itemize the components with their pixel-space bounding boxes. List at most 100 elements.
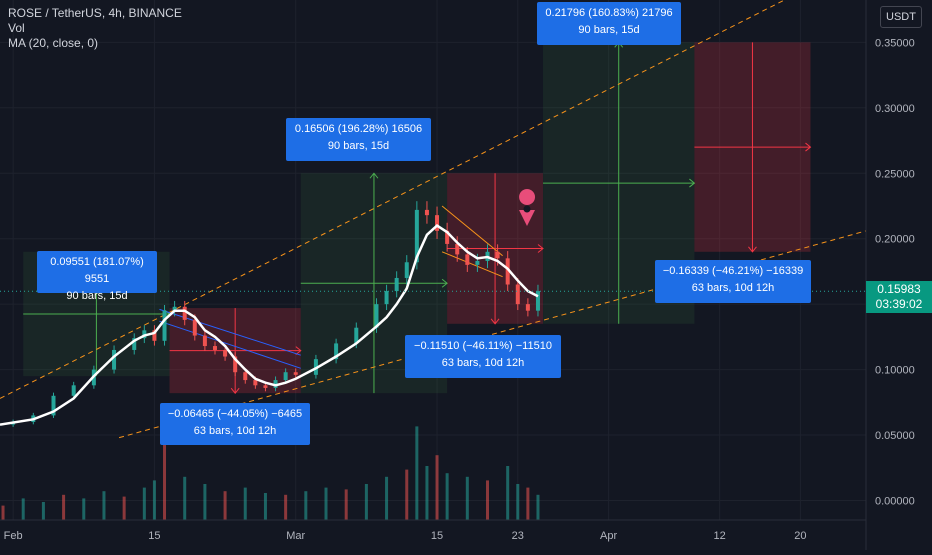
measure-label-5-bars: 90 bars, 15d [578,24,640,36]
y-tick-label-2: 0.25000 [875,168,915,180]
candle-body-6 [112,349,117,370]
y-tick-label-5: 0.10000 [875,365,915,377]
measure-label-1-bars: 90 bars, 15d [66,290,128,302]
pin-icon-tail [519,210,535,226]
candle-body-41 [515,284,520,305]
measure-label-3-value: 0.16506 (196.28%) 16506 [294,123,423,135]
chart-legend: ROSE / TetherUS, 4h, BINANCE Vol MA (20,… [8,6,182,51]
volume-bar-16 [304,491,308,520]
candle-body-13 [192,319,197,336]
volume-bar-23 [425,466,429,520]
volume-bar-6 [122,496,126,520]
volume-bar-15 [284,494,288,520]
candle-body-34 [445,230,450,244]
volume-bar-13 [243,487,247,520]
volume-bar-24 [435,455,439,520]
trendline-4 [441,205,503,257]
candle-body-26 [354,327,359,344]
candle-body-19 [253,380,258,386]
y-tick-label-0: 0.35000 [875,37,915,49]
volume-bar-17 [324,487,328,520]
candle-body-11 [172,306,177,311]
measure-label-5-value: 0.21796 (160.83%) 21796 [545,7,673,19]
candle-body-9 [152,330,157,341]
measure-label-4[interactable]: −0.11510 (−46.11%) −11510 63 bars, 10d 1… [405,335,561,378]
measure-label-6-bars: 63 bars, 10d 12h [691,282,775,294]
measure-label-4-bars: 63 bars, 10d 12h [441,357,525,369]
volume-bar-9 [163,433,167,520]
pin-icon [519,189,536,226]
volume-bar-22 [415,426,419,520]
y-tick-label-7: 0.00000 [875,496,915,508]
candle-body-8 [142,330,147,339]
candle-body-43 [535,291,540,311]
symbol-title[interactable]: ROSE / TetherUS, 4h, BINANCE [8,6,182,20]
x-tick-label-1: 15 [148,530,160,542]
volume-bar-25 [445,473,449,520]
volume-bar-28 [506,466,510,520]
measure-label-6[interactable]: −0.16339 (−46.21%) −16339 63 bars, 10d 1… [655,260,811,303]
volume-bar-12 [223,491,227,520]
x-tick-label-0: Feb [4,530,23,542]
y-tick-label-3: 0.20000 [875,234,915,246]
bar-countdown: 03:39:02 [875,297,923,311]
measure-label-1[interactable]: 0.09551 (181.07%) 9551 90 bars, 15d [37,251,157,302]
volume-bar-1 [21,498,25,520]
volume-bar-31 [536,494,540,520]
measure-label-6-value: −0.16339 (−46.21%) −16339 [662,265,804,277]
candle-body-18 [243,372,248,381]
candle-body-20 [263,385,268,388]
trendline-3 [159,320,301,369]
candle-body-7 [132,338,137,350]
candle-body-37 [475,260,480,265]
volume-bar-5 [102,491,106,520]
measure-label-4-value: −0.11510 (−46.11%) −11510 [414,340,552,352]
x-tick-label-2: Mar [286,530,305,542]
currency-button[interactable]: USDT [880,6,922,28]
candle-body-36 [465,254,470,265]
candle-body-17 [233,356,238,373]
volume-bar-26 [465,476,469,520]
measure-label-2-value: −0.06465 (−44.05%) −6465 [167,408,303,420]
candle-body-10 [162,310,167,341]
volume-bar-3 [62,494,66,520]
vol-indicator-label[interactable]: Vol [8,21,25,35]
volume-bar-30 [526,487,530,520]
measure-harrow-3 [441,278,448,288]
candle-body-35 [455,243,460,255]
measure-harrow-5 [689,178,696,188]
volume-bar-14 [263,493,267,520]
measure-harrow-2 [295,346,302,356]
candle-body-16 [223,349,228,357]
volume-bar-4 [82,498,86,520]
measure-label-3[interactable]: 0.16506 (196.28%) 16506 90 bars, 15d [286,118,431,161]
measure-label-2-bars: 63 bars, 10d 12h [193,425,277,437]
candle-body-33 [435,215,440,231]
volume-bar-10 [183,476,187,520]
volume-bar-8 [152,480,156,520]
measure-varrow-6 [748,246,757,253]
ma-line [0,224,539,426]
measure-label-1-value: 0.09551 (181.07%) 9551 [50,256,144,285]
candle-body-32 [424,209,429,216]
measure-label-3-bars: 90 bars, 15d [327,140,390,152]
candle-body-30 [404,262,409,278]
candle-body-12 [182,306,187,320]
candle-body-40 [505,258,510,285]
candle-body-22 [283,372,288,381]
measure-harrow-6 [805,142,812,152]
candle-body-4 [71,385,76,396]
candle-body-31 [414,209,419,263]
volume-bar-20 [385,476,389,520]
pin-icon-hole [523,205,531,213]
x-tick-label-7: 20 [794,530,806,542]
measure-label-5[interactable]: 0.21796 (160.83%) 21796 90 bars, 15d [537,2,681,45]
candle-body-15 [212,346,217,350]
candle-body-14 [202,335,207,347]
trendline-5 [441,251,503,278]
x-tick-label-3: 15 [431,530,443,542]
ma-indicator-label[interactable]: MA (20, close, 0) [8,36,99,50]
volume-bar-19 [364,484,368,520]
volume-bar-2 [41,502,45,520]
measure-label-2[interactable]: −0.06465 (−44.05%) −6465 63 bars, 10d 12… [160,403,310,445]
